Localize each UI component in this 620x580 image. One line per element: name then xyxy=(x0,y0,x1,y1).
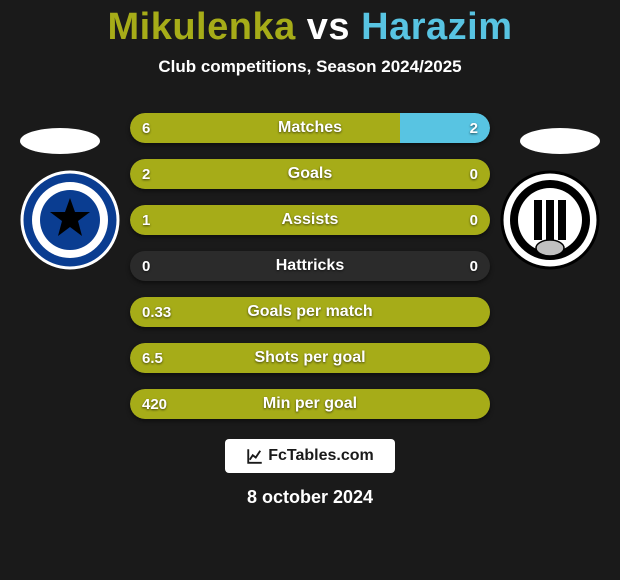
footer-date: 8 october 2024 xyxy=(0,487,620,508)
disc-right xyxy=(520,128,600,154)
stat-label: Assists xyxy=(130,205,490,235)
stat-row: 420Min per goal xyxy=(130,389,490,419)
stats-bars: 62Matches 20Goals 10Assists 00Hattricks 0.33… xyxy=(130,113,490,419)
stat-label: Shots per goal xyxy=(130,343,490,373)
stat-label: Goals xyxy=(130,159,490,189)
stat-row: 00Hattricks xyxy=(130,251,490,281)
stat-row: 20Goals xyxy=(130,159,490,189)
footer-site: FcTables.com xyxy=(268,447,374,465)
stat-row: 10Assists xyxy=(130,205,490,235)
vs-label: vs xyxy=(307,6,350,48)
player2-name: Harazim xyxy=(361,6,512,48)
club-badge-right xyxy=(500,170,600,270)
stat-label: Matches xyxy=(130,113,490,143)
player1-name: Mikulenka xyxy=(108,6,296,48)
stat-label: Hattricks xyxy=(130,251,490,281)
comparison-title: Mikulenka vs Harazim xyxy=(0,0,620,49)
fctables-logo: FcTables.com xyxy=(225,439,395,473)
stat-row: 62Matches xyxy=(130,113,490,143)
club-badge-left xyxy=(20,170,120,270)
stat-label: Min per goal xyxy=(130,389,490,419)
stat-row: 6.5Shots per goal xyxy=(130,343,490,373)
chart-icon xyxy=(246,447,264,465)
stat-label: Goals per match xyxy=(130,297,490,327)
stat-row: 0.33Goals per match xyxy=(130,297,490,327)
subtitle: Club competitions, Season 2024/2025 xyxy=(0,57,620,77)
disc-left xyxy=(20,128,100,154)
